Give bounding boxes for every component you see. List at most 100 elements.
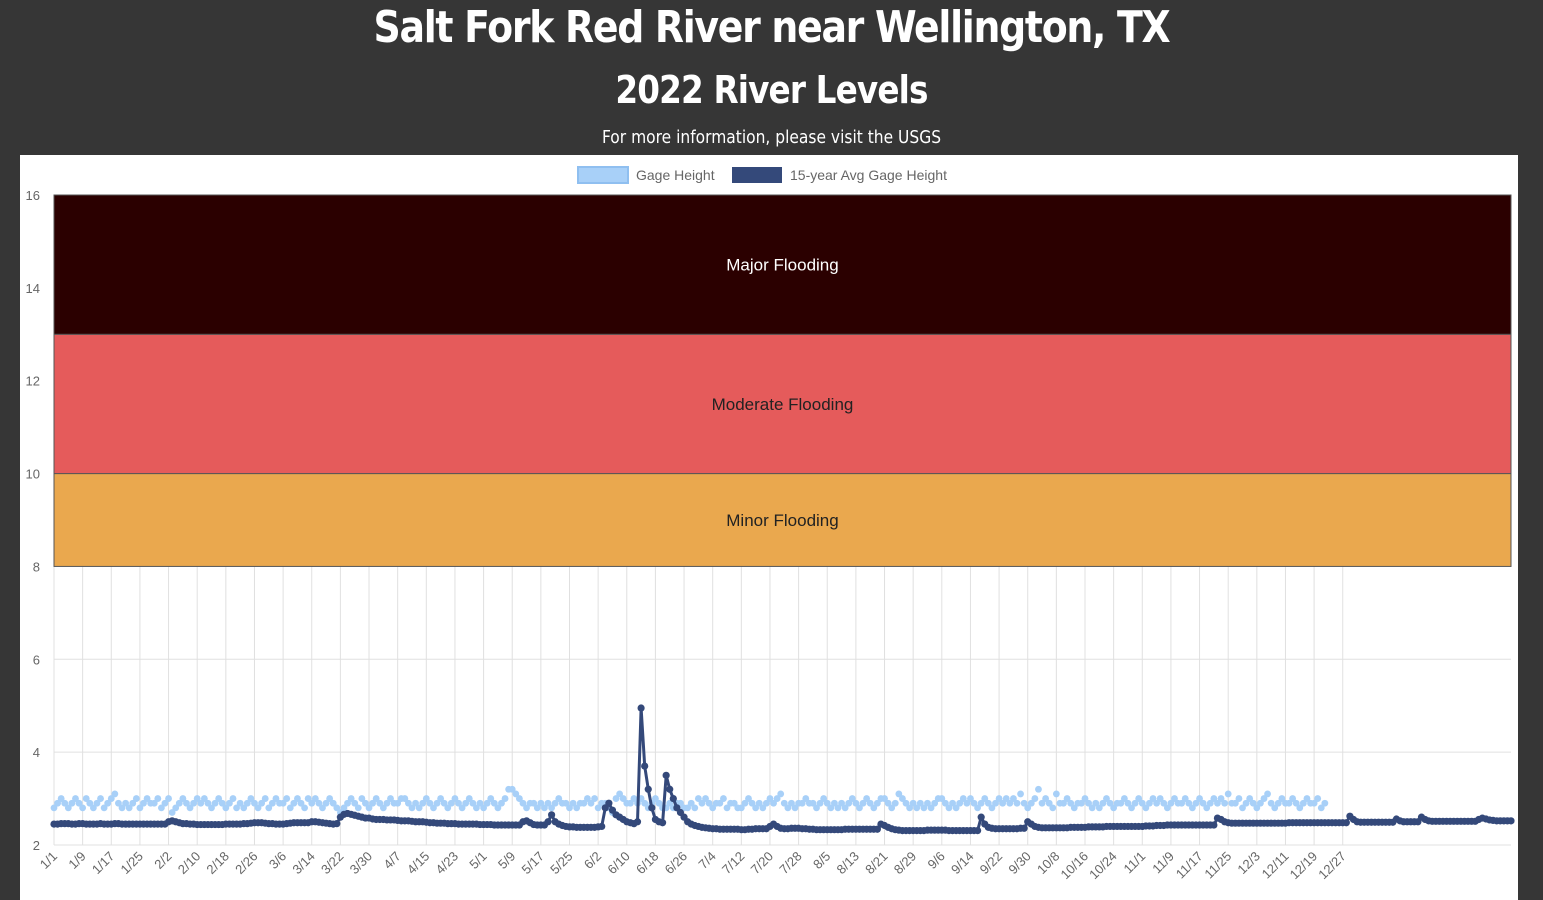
legend-swatch-gage-height[interactable] — [577, 166, 629, 184]
gage-height-point — [1185, 799, 1193, 807]
gage-height-point — [866, 799, 874, 807]
avg-gage-height-point — [1342, 819, 1350, 827]
gage-height-point — [1035, 785, 1042, 793]
gage-height-point — [931, 799, 939, 807]
gage-height-point — [909, 799, 917, 807]
gage-height-point — [1188, 804, 1196, 812]
legend-label-gage-height[interactable]: Gage Height — [636, 167, 715, 183]
gage-height-point — [1221, 799, 1229, 807]
gage-height-point — [415, 804, 423, 812]
gage-height-point — [125, 804, 133, 812]
gage-height-point — [75, 799, 83, 807]
gage-height-point — [859, 799, 867, 807]
x-tick-label: 5/17 — [518, 849, 547, 878]
gage-height-point — [970, 799, 978, 807]
x-tick-label: 2/10 — [175, 849, 204, 878]
gage-height-point — [626, 799, 634, 807]
gage-height-point — [265, 804, 273, 812]
page-subtitle: 2022 River Levels — [615, 68, 928, 112]
gage-height-point — [157, 804, 165, 812]
avg-gage-height-point — [669, 794, 677, 803]
gage-height-point — [723, 804, 731, 812]
gage-height-point — [1142, 804, 1150, 812]
gage-height-point — [1106, 799, 1114, 807]
gage-height-point — [1031, 795, 1039, 802]
gage-height-point — [1199, 799, 1207, 807]
gage-height-point — [1078, 799, 1085, 807]
gage-height-point — [204, 799, 212, 807]
gage-height-point — [852, 799, 860, 807]
gage-height-point — [1149, 795, 1157, 802]
gage-height-point — [1067, 799, 1075, 807]
gage-height-point — [899, 795, 906, 802]
gage-height-point — [1214, 799, 1221, 807]
gage-height-point — [541, 804, 548, 812]
avg-gage-height-point — [644, 785, 652, 793]
gage-height-point — [218, 799, 226, 807]
gage-height-point — [1117, 799, 1125, 807]
avg-gage-height-point — [637, 704, 645, 712]
gage-height-point — [777, 790, 785, 798]
gage-height-point — [1167, 799, 1175, 807]
legend-label-avg-gage-height[interactable]: 15-year Avg Gage Height — [790, 167, 947, 183]
gage-height-point — [902, 799, 910, 807]
usgs-info-link[interactable]: For more information, please visit the U… — [601, 127, 942, 148]
gage-height-point — [1120, 795, 1128, 802]
gage-height-point — [984, 799, 992, 807]
gage-height-point — [630, 795, 638, 802]
gage-height-point — [941, 799, 949, 807]
gage-height-point — [1181, 795, 1189, 802]
gage-height-point — [115, 799, 122, 807]
legend-swatch-avg-gage-height[interactable] — [732, 167, 782, 183]
x-tick-label: 12/19 — [1287, 849, 1321, 883]
gage-height-point — [1299, 799, 1307, 807]
gage-height-point — [161, 799, 169, 807]
gage-height-point — [247, 795, 255, 802]
gage-height-point — [766, 795, 774, 802]
gage-height-point — [354, 804, 362, 812]
chart-panel: 2 4 6 8 10 12 14 16 1/1 1/9 1/17 1/25 2/2 2/10 2/18 2/2… — [20, 155, 1518, 900]
gage-height-point — [788, 799, 795, 807]
gage-height-point — [906, 804, 913, 812]
x-tick-label: 1/1 — [37, 849, 60, 872]
gage-height-point — [881, 795, 888, 802]
gage-height-point — [988, 804, 996, 812]
gage-height-point — [501, 795, 509, 802]
gage-height-point — [780, 799, 788, 807]
x-tick-label: 6/2 — [581, 849, 604, 872]
gage-height-point — [64, 804, 72, 812]
x-tick-label: 7/28 — [776, 849, 805, 878]
gage-height-point — [823, 799, 831, 807]
gage-height-point — [920, 804, 928, 812]
gage-height-point — [376, 799, 384, 807]
gage-height-point — [215, 795, 223, 802]
gage-height-point — [240, 804, 248, 812]
gage-height-point — [401, 795, 409, 802]
gage-height-point — [1002, 795, 1010, 802]
gage-height-point — [1146, 799, 1153, 807]
y-tick-label: 16 — [26, 188, 40, 203]
gage-height-point — [995, 795, 1003, 802]
gage-height-point — [952, 804, 960, 812]
gage-height-point — [419, 799, 427, 807]
x-tick-label: 8/13 — [834, 849, 863, 878]
gage-height-point — [422, 795, 430, 802]
gage-height-point — [641, 799, 649, 807]
gage-height-point — [1135, 795, 1143, 802]
gage-height-point — [473, 804, 480, 812]
gage-height-point — [959, 795, 967, 802]
gage-height-point — [816, 799, 824, 807]
gage-height-point — [1257, 799, 1264, 807]
gage-height-point — [140, 799, 147, 807]
gage-height-point — [315, 799, 323, 807]
x-tick-label: 2/26 — [232, 849, 261, 878]
gage-height-point — [569, 799, 577, 807]
gage-height-point — [383, 799, 391, 807]
gage-height-point — [197, 799, 205, 807]
avg-gage-height-point — [1210, 821, 1218, 829]
gage-height-point — [440, 799, 448, 807]
gage-height-point — [770, 799, 777, 807]
gage-height-point — [1217, 795, 1225, 802]
gage-height-point — [54, 799, 61, 807]
gage-height-point — [97, 795, 104, 802]
